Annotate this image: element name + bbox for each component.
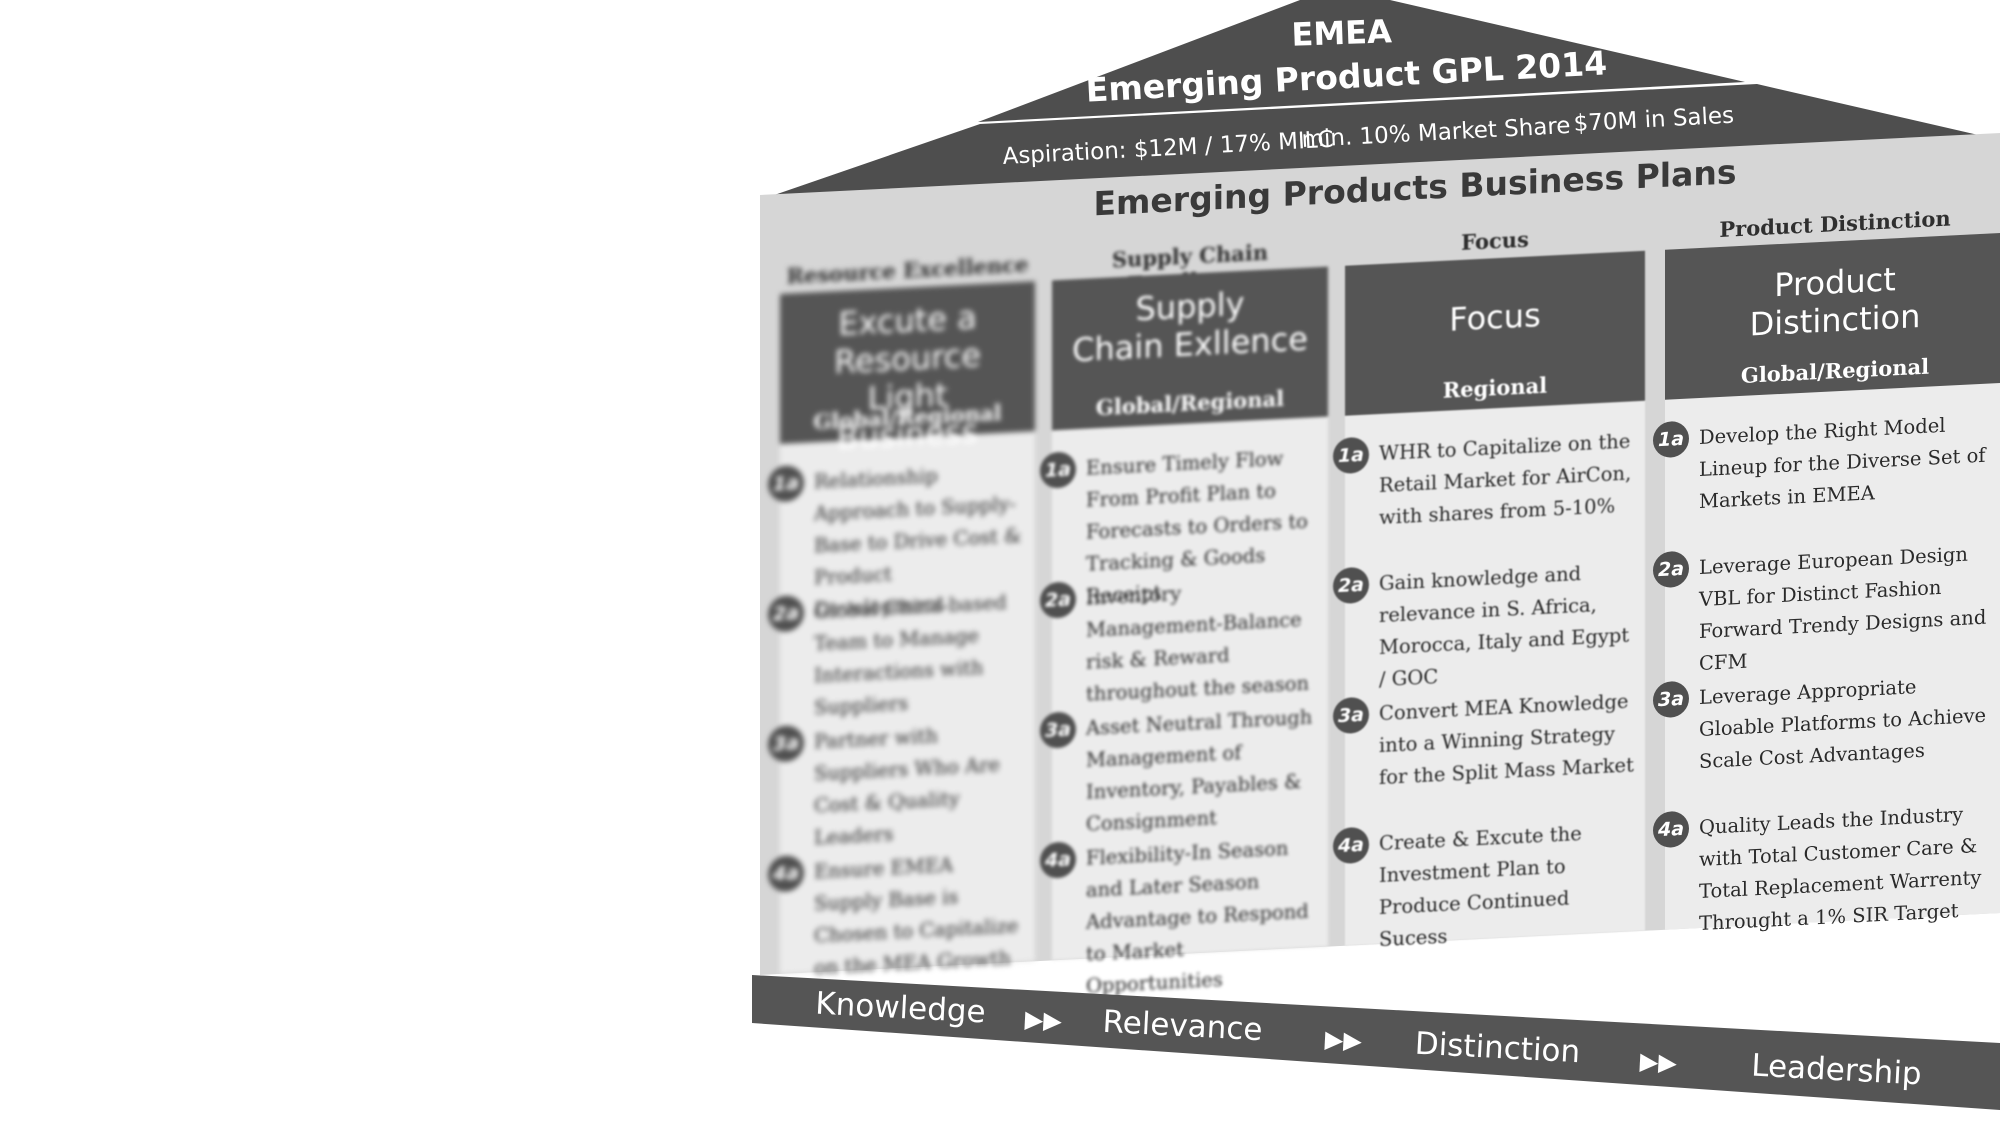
roof-peak — [978, 0, 1745, 122]
foundation-band — [752, 975, 2000, 1110]
foundation-arrow: ▶▶ — [1324, 1025, 1363, 1055]
foundation-arrow: ▶▶ — [1024, 1005, 1063, 1035]
foundation-step-relevance: Relevance — [1102, 1004, 1264, 1048]
foundation-step-knowledge: Knowledge — [814, 986, 986, 1031]
roof-aspiration-band — [760, 84, 2000, 200]
foundation-step-leadership: Leadership — [1751, 1048, 1923, 1093]
foundation-arrow: ▶▶ — [1639, 1047, 1678, 1077]
roof-region: EMEA — [1291, 12, 1393, 53]
foundation-step-distinction: Distinction — [1414, 1026, 1581, 1071]
